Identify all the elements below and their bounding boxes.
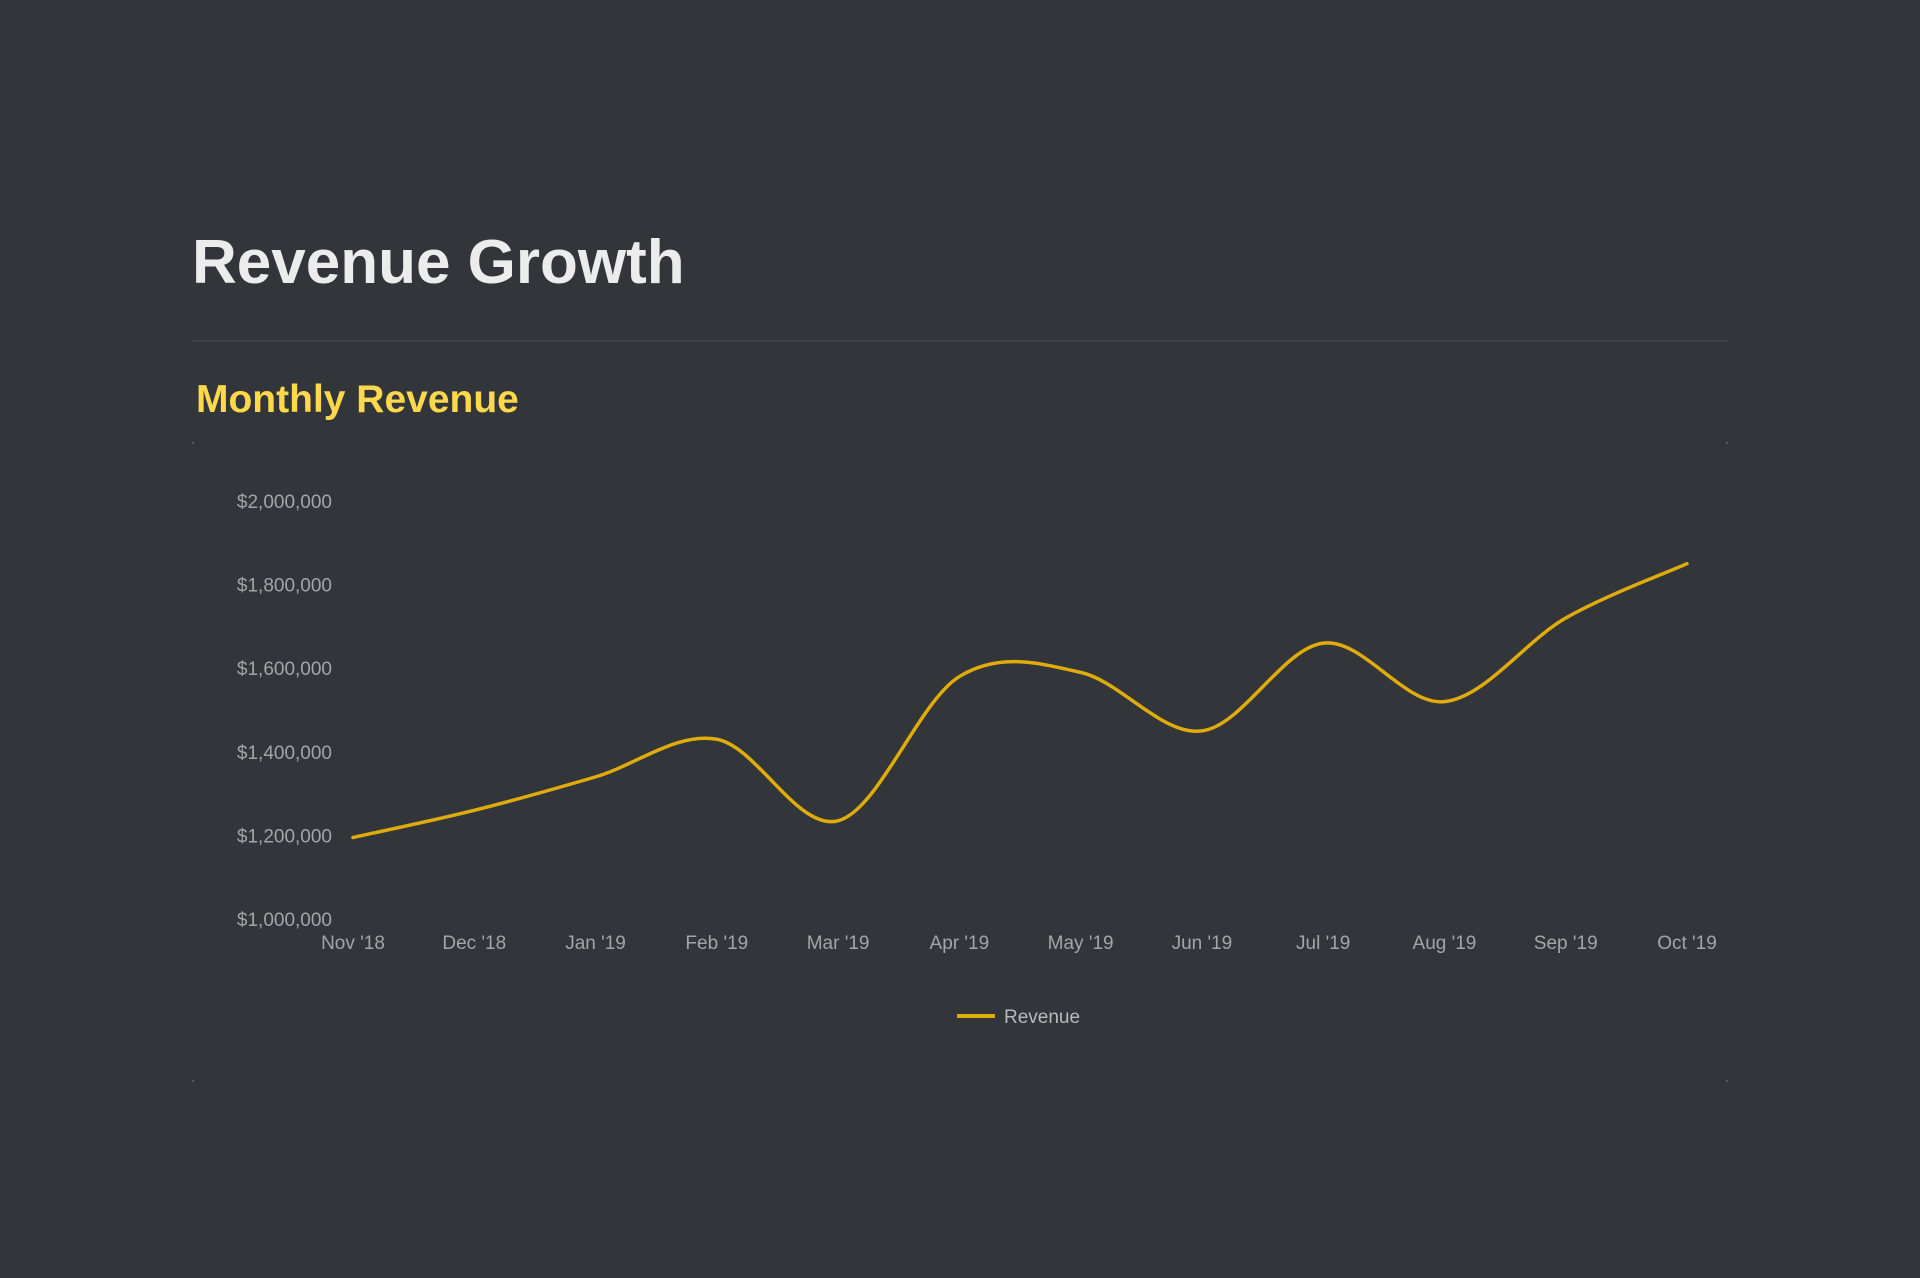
revenue-data-point[interactable] — [715, 737, 719, 741]
chart-corner-top-right — [1726, 442, 1728, 444]
chart-corner-bottom-left — [192, 1080, 194, 1082]
x-tick-label: Oct '19 — [1657, 933, 1717, 954]
chart-legend[interactable]: Revenue — [957, 1007, 1080, 1028]
y-tick-label: $1,800,000 — [237, 576, 332, 597]
chart-panel: $1,000,000 $1,200,000 $1,400,000 $1,600,000… — [192, 442, 1728, 1082]
x-tick-label: Jun '19 — [1172, 933, 1233, 954]
revenue-data-point[interactable] — [472, 808, 476, 812]
x-tick-label: Sep '19 — [1534, 933, 1598, 954]
revenue-data-point[interactable] — [1200, 729, 1204, 733]
page-header: Revenue Growth — [192, 232, 1728, 294]
x-tick-label: Aug '19 — [1413, 933, 1477, 954]
revenue-data-point[interactable] — [1442, 700, 1446, 704]
revenue-data-point[interactable] — [351, 835, 355, 839]
y-tick-label: $1,400,000 — [237, 743, 332, 764]
chart-corner-bottom-right — [1726, 1080, 1728, 1082]
revenue-data-point[interactable] — [1321, 641, 1325, 645]
x-tick-label: Jan '19 — [565, 933, 626, 954]
x-tick-label: Dec '18 — [442, 933, 506, 954]
legend-label-revenue: Revenue — [1004, 1007, 1080, 1028]
x-tick-label: May '19 — [1048, 933, 1114, 954]
header-divider — [192, 340, 1728, 342]
revenue-line-chart: $1,000,000 $1,200,000 $1,400,000 $1,600,000… — [237, 492, 1717, 1028]
revenue-data-point[interactable] — [1564, 616, 1568, 620]
y-tick-label: $1,600,000 — [237, 659, 332, 680]
x-tick-label: Mar '19 — [807, 933, 870, 954]
y-tick-label: $1,000,000 — [237, 910, 332, 931]
x-tick-label: Nov '18 — [321, 933, 385, 954]
page-title: Revenue Growth — [192, 228, 685, 297]
revenue-data-point[interactable] — [594, 775, 598, 779]
revenue-data-point[interactable] — [1079, 670, 1083, 674]
section-title: Monthly Revenue — [196, 378, 519, 421]
y-tick-label: $1,200,000 — [237, 826, 332, 847]
y-tick-label: $2,000,000 — [237, 492, 332, 513]
revenue-series-line — [351, 561, 1689, 840]
revenue-data-point[interactable] — [1685, 562, 1689, 566]
x-tick-label: Jul '19 — [1296, 933, 1350, 954]
revenue-data-point[interactable] — [836, 819, 840, 823]
chart-corner-top-left — [192, 442, 194, 444]
x-tick-label: Feb '19 — [685, 933, 748, 954]
x-tick-label: Apr '19 — [930, 933, 990, 954]
revenue-data-point[interactable] — [957, 675, 961, 679]
